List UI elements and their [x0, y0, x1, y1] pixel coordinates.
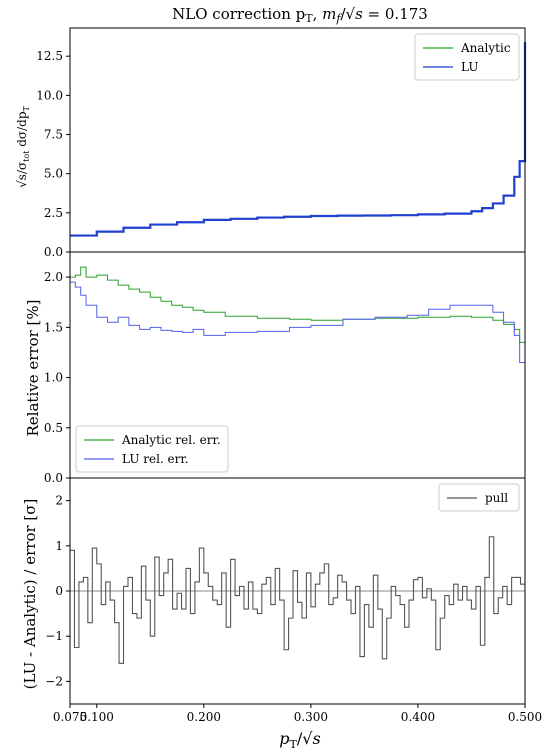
y-tick-label: 0 — [55, 584, 63, 598]
y-tick-label: −1 — [45, 629, 63, 643]
y-tick-label: 5.0 — [44, 167, 63, 181]
y-tick-label: 2.5 — [44, 206, 63, 220]
legend-label: Analytic — [460, 41, 511, 55]
legend: Analytic rel. err. LU rel. err. — [75, 425, 229, 473]
y-axis-label-bottom: (LU - Analytic) / error [σ] — [21, 499, 39, 690]
legend-box — [75, 425, 229, 473]
y-tick-label: 1.0 — [44, 371, 63, 385]
x-tick-label: 0.300 — [294, 710, 328, 724]
x-tick-label: 0.200 — [187, 710, 221, 724]
legend-box — [414, 33, 520, 81]
legend-label: Analytic rel. err. — [121, 433, 221, 447]
y-axis-label-middle: Relative error [%] — [24, 300, 42, 437]
y-tick-label: 10.0 — [36, 88, 63, 102]
x-tick-label: 0.100 — [80, 710, 114, 724]
series-line-pull — [70, 536, 525, 664]
legend-label: LU — [461, 60, 478, 74]
legend: pull — [438, 483, 520, 512]
x-tick-label: 0.075 — [53, 710, 87, 724]
y-tick-label: 1.5 — [44, 320, 63, 334]
legend: Analytic LU — [414, 33, 520, 81]
series-line-lu-rel-err- — [70, 281, 526, 391]
y-tick-label: 0.0 — [44, 471, 63, 485]
y-tick-label: 0.0 — [44, 245, 63, 259]
y-tick-label: 0.5 — [44, 421, 63, 435]
y-tick-label: −2 — [45, 674, 63, 688]
legend-label: pull — [485, 491, 508, 505]
y-tick-label: 2.0 — [44, 270, 63, 284]
middle-panel: 0.0 0.5 1.0 1.5 2.0 Analytic rel. err. LU rel.… — [44, 251, 526, 485]
y-tick-label: 2 — [55, 494, 63, 508]
legend-label: LU rel. err. — [122, 452, 189, 466]
series-line-lu — [70, 42, 527, 237]
top-panel: 0.0 2.5 5.0 7.5 10.0 12.5 Analytic LU — [36, 27, 527, 259]
plot-frame — [69, 477, 526, 705]
y-tick-label: 12.5 — [36, 49, 63, 63]
legend-box — [438, 483, 520, 512]
svg-text:√s/σtot dσ/dpT: √s/σtot dσ/dpT — [15, 105, 31, 187]
y-tick-label: 7.5 — [44, 128, 63, 142]
x-tick-label: 0.500 — [508, 710, 542, 724]
series-line-analytic-rel-err- — [70, 266, 526, 378]
chart-title: NLO correction pT, mf/√s = 0.173 — [172, 5, 428, 25]
y-axis-label-top: √s/σtot dσ/dpT — [15, 105, 31, 187]
y-tick-label: 1 — [55, 539, 63, 553]
x-axis-label: pT/√s — [279, 729, 320, 751]
x-tick-label: 0.400 — [401, 710, 435, 724]
